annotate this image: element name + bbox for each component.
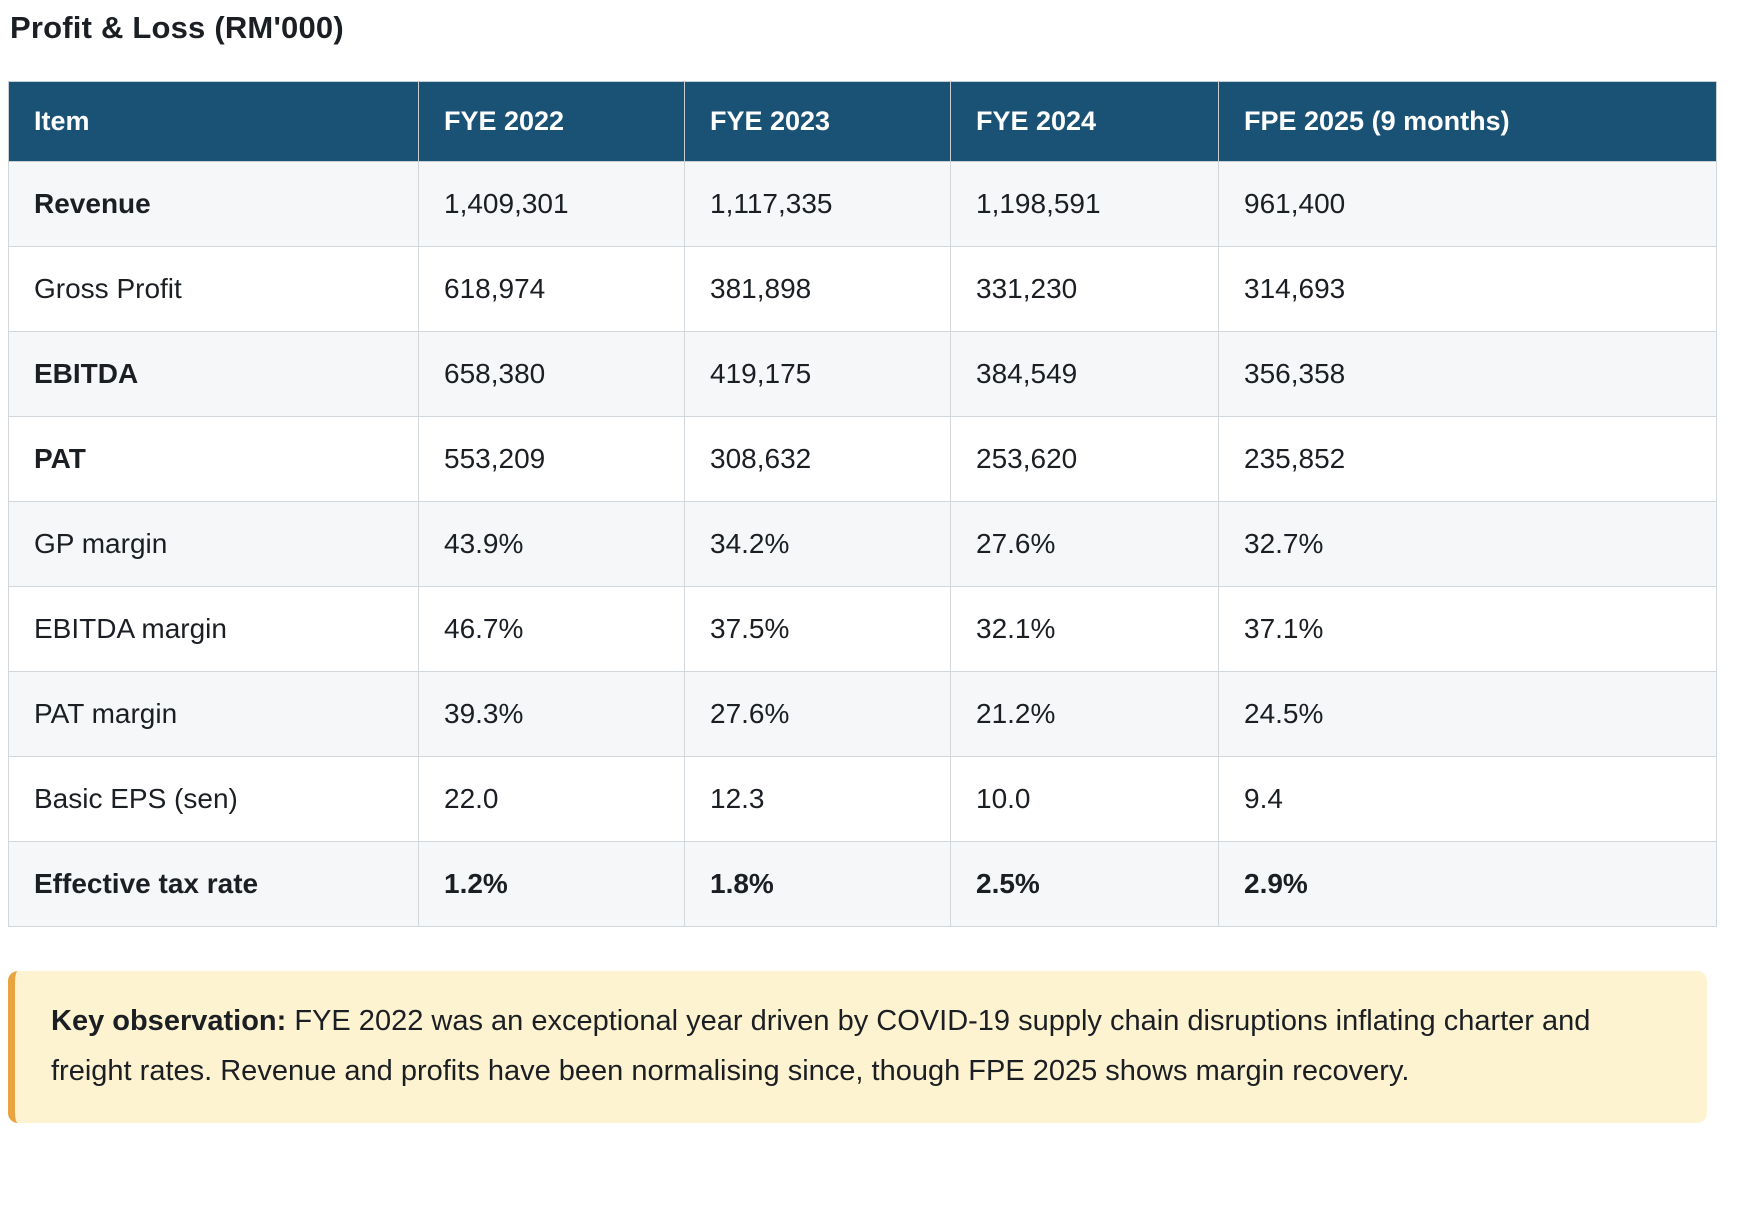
table-header: Item FYE 2022 FYE 2023 FYE 2024 FPE 2025 (9 … [8, 81, 1717, 162]
callout-text: FYE 2022 was an exceptional year driven … [51, 1005, 1591, 1087]
table-row: GP margin 43.9% 34.2% 27.6% 32.7% [8, 501, 1717, 587]
row-label-cell: PAT [8, 416, 419, 502]
table-row: EBITDA margin 46.7% 37.5% 32.1% 37.1% [8, 586, 1717, 672]
table-body: Revenue 1,409,301 1,117,335 1,198,591 961,40… [8, 161, 1717, 927]
value-cell: 1,409,301 [418, 161, 685, 247]
value-cell: 12.3 [684, 756, 951, 842]
value-cell: 32.1% [950, 586, 1219, 672]
value-cell: 27.6% [950, 501, 1219, 587]
value-cell: 235,852 [1218, 416, 1717, 502]
value-cell: 381,898 [684, 246, 951, 332]
table-row: PAT 553,209 308,632 253,620 235,852 [8, 416, 1717, 502]
table-row: Gross Profit 618,974 381,898 331,230 314,693 [8, 246, 1717, 332]
profit-loss-table: Item FYE 2022 FYE 2023 FYE 2024 FPE 2025 (9 … [8, 81, 1717, 927]
value-cell: 1,117,335 [684, 161, 951, 247]
column-header: FPE 2025 (9 months) [1218, 81, 1717, 162]
value-cell: 253,620 [950, 416, 1219, 502]
page-title: Profit & Loss (RM'000) [10, 10, 344, 45]
row-label-cell: Basic EPS (sen) [8, 756, 419, 842]
value-cell: 658,380 [418, 331, 685, 417]
value-cell: 419,175 [684, 331, 951, 417]
table-header-row: Item FYE 2022 FYE 2023 FYE 2024 FPE 2025 (9 … [8, 81, 1717, 162]
value-cell: 1.8% [684, 841, 951, 927]
value-cell: 22.0 [418, 756, 685, 842]
row-label-cell: Effective tax rate [8, 841, 419, 927]
value-cell: 10.0 [950, 756, 1219, 842]
value-cell: 43.9% [418, 501, 685, 587]
table-row: PAT margin 39.3% 27.6% 21.2% 24.5% [8, 671, 1717, 757]
column-header: FYE 2023 [684, 81, 951, 162]
value-cell: 9.4 [1218, 756, 1717, 842]
value-cell: 24.5% [1218, 671, 1717, 757]
row-label-cell: EBITDA margin [8, 586, 419, 672]
value-cell: 961,400 [1218, 161, 1717, 247]
value-cell: 618,974 [418, 246, 685, 332]
row-label-cell: GP margin [8, 501, 419, 587]
row-label-cell: EBITDA [8, 331, 419, 417]
value-cell: 46.7% [418, 586, 685, 672]
row-label-cell: Gross Profit [8, 246, 419, 332]
value-cell: 356,358 [1218, 331, 1717, 417]
row-label-cell: PAT margin [8, 671, 419, 757]
value-cell: 1.2% [418, 841, 685, 927]
value-cell: 308,632 [684, 416, 951, 502]
table-row: EBITDA 658,380 419,175 384,549 356,358 [8, 331, 1717, 417]
key-observation-callout: Key observation: FYE 2022 was an excepti… [8, 971, 1707, 1123]
value-cell: 384,549 [950, 331, 1219, 417]
value-cell: 32.7% [1218, 501, 1717, 587]
value-cell: 37.5% [684, 586, 951, 672]
column-header: FYE 2022 [418, 81, 685, 162]
value-cell: 1,198,591 [950, 161, 1219, 247]
column-header: FYE 2024 [950, 81, 1219, 162]
value-cell: 34.2% [684, 501, 951, 587]
value-cell: 553,209 [418, 416, 685, 502]
table-row: Basic EPS (sen) 22.0 12.3 10.0 9.4 [8, 756, 1717, 842]
value-cell: 2.9% [1218, 841, 1717, 927]
value-cell: 21.2% [950, 671, 1219, 757]
table-row: Revenue 1,409,301 1,117,335 1,198,591 961,40… [8, 161, 1717, 247]
column-header: Item [8, 81, 419, 162]
value-cell: 2.5% [950, 841, 1219, 927]
value-cell: 27.6% [684, 671, 951, 757]
value-cell: 39.3% [418, 671, 685, 757]
table-row: Effective tax rate 1.2% 1.8% 2.5% 2.9% [8, 841, 1717, 927]
value-cell: 37.1% [1218, 586, 1717, 672]
callout-label: Key observation: [51, 1005, 287, 1037]
row-label-cell: Revenue [8, 161, 419, 247]
value-cell: 331,230 [950, 246, 1219, 332]
value-cell: 314,693 [1218, 246, 1717, 332]
